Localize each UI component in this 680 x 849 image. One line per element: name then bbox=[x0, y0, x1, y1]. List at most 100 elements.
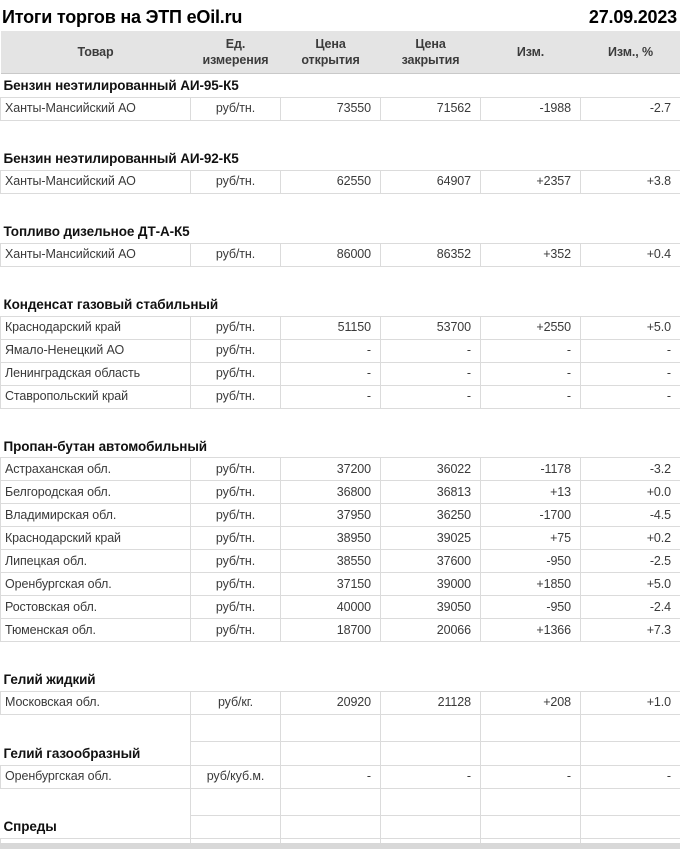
open-price-cell: 20920 bbox=[280, 691, 381, 716]
spacer-cell bbox=[191, 408, 281, 435]
spacer-cell bbox=[380, 714, 481, 742]
open-price-cell: 40000 bbox=[280, 595, 381, 620]
unit-cell: руб/тн. bbox=[190, 618, 281, 643]
change-cell: -1988 bbox=[480, 96, 581, 121]
unit-cell: руб/тн. bbox=[190, 361, 281, 386]
change-pct-cell: -4.5 bbox=[580, 503, 680, 528]
change-cell: -950 bbox=[480, 595, 581, 620]
close-price-cell: - bbox=[380, 361, 481, 386]
section-title-row: Гелий газообразный bbox=[1, 741, 680, 766]
change-pct-cell: - bbox=[580, 764, 680, 789]
change-cell: - bbox=[480, 361, 581, 386]
spacer-cell bbox=[481, 193, 581, 220]
section-title-filler-cell bbox=[480, 741, 581, 766]
unit-cell: руб/тн. bbox=[190, 595, 281, 620]
close-price-cell: 36022 bbox=[380, 457, 481, 482]
spacer-cell bbox=[481, 120, 581, 147]
spacer-cell bbox=[281, 120, 381, 147]
close-price-cell: 71562 bbox=[380, 96, 481, 121]
change-pct-cell: +1.0 bbox=[580, 691, 680, 716]
close-price-cell: 20066 bbox=[380, 618, 481, 643]
change-pct-cell: +3.8 bbox=[580, 169, 680, 194]
spacer-cell bbox=[581, 266, 680, 293]
close-price-cell: 36250 bbox=[380, 503, 481, 528]
close-price-cell: 21128 bbox=[380, 691, 481, 716]
change-pct-cell: -2.5 bbox=[580, 549, 680, 574]
data-row: Оренбургская обл. руб/куб.м. - - - - bbox=[0, 764, 680, 789]
product-cell: Московская обл. bbox=[0, 691, 191, 716]
open-price-cell: 38950 bbox=[280, 526, 381, 551]
results-table-body: Бензин неэтилированный АИ-95-К5 Ханты-Ман… bbox=[0, 74, 680, 849]
product-cell: Тюменская обл. bbox=[0, 618, 191, 643]
change-pct-cell: +7.3 bbox=[580, 618, 680, 643]
col-header-product: Товар bbox=[0, 31, 191, 74]
spacer-cell bbox=[480, 788, 581, 816]
section-spacer-row bbox=[1, 408, 680, 435]
section-title-filler-cell bbox=[280, 814, 381, 839]
product-cell: Оренбургская обл. bbox=[0, 572, 191, 597]
results-table: Товар Ед. измерения Цена открытия Цена з… bbox=[0, 31, 680, 849]
column-header-row: Товар Ед. измерения Цена открытия Цена з… bbox=[0, 31, 680, 74]
spacer-cell bbox=[280, 788, 381, 816]
section-title: Спреды bbox=[3, 819, 57, 835]
section-spacer-row bbox=[1, 120, 680, 147]
open-price-cell: 86000 bbox=[280, 242, 381, 267]
spacer-cell bbox=[381, 193, 481, 220]
spacer-cell bbox=[191, 120, 281, 147]
spacer-cell bbox=[580, 788, 680, 816]
open-price-cell: 36800 bbox=[280, 480, 381, 505]
product-cell: Белгородская обл. bbox=[0, 480, 191, 505]
spacer-cell bbox=[381, 642, 481, 669]
col-header-change: Изм. bbox=[480, 31, 581, 74]
change-cell: +2357 bbox=[480, 169, 581, 194]
spacer-cell bbox=[191, 193, 281, 220]
unit-cell: руб/тн. bbox=[190, 384, 281, 409]
section-title-row: Бензин неэтилированный АИ-92-К5 bbox=[1, 147, 680, 170]
section-spacer-row bbox=[1, 266, 680, 293]
unit-cell: руб/тн. bbox=[190, 315, 281, 340]
section-title: Топливо дизельное ДТ-А-К5 bbox=[3, 223, 190, 239]
spacer-cell bbox=[281, 193, 381, 220]
section-spacer-row bbox=[1, 193, 680, 220]
data-row: Ханты-Мансийский АО руб/тн. 86000 86352 +352… bbox=[0, 242, 680, 267]
spacer-cell bbox=[380, 788, 481, 816]
open-price-cell: 73550 bbox=[280, 96, 381, 121]
change-cell: - bbox=[480, 338, 581, 363]
horizontal-scrollbar[interactable] bbox=[0, 843, 680, 849]
section-title-filler-cell bbox=[380, 741, 481, 766]
open-price-cell: 37150 bbox=[280, 572, 381, 597]
unit-cell: руб/тн. bbox=[190, 526, 281, 551]
section-title: Бензин неэтилированный АИ-95-К5 bbox=[3, 78, 239, 93]
section-title-filler-cell bbox=[580, 741, 680, 766]
product-cell: Липецкая обл. bbox=[0, 549, 191, 574]
section-title-filler-cell bbox=[190, 741, 281, 766]
product-cell: Краснодарский край bbox=[0, 315, 191, 340]
change-cell: +1850 bbox=[480, 572, 581, 597]
spacer-cell bbox=[1, 193, 191, 220]
data-row: Ямало-Ненецкий АО руб/тн. - - - - bbox=[0, 338, 680, 363]
close-price-cell: - bbox=[380, 764, 481, 789]
section-title-filler-cell bbox=[380, 814, 481, 839]
data-row: Московская обл. руб/кг. 20920 21128 +208 +1.0 bbox=[0, 691, 680, 716]
change-cell: +2550 bbox=[480, 315, 581, 340]
spacer-cell bbox=[191, 266, 281, 293]
change-pct-cell: +5.0 bbox=[580, 315, 680, 340]
change-pct-cell: - bbox=[580, 338, 680, 363]
product-cell: Ставропольский край bbox=[0, 384, 191, 409]
change-pct-cell: - bbox=[580, 361, 680, 386]
close-price-cell: - bbox=[380, 338, 481, 363]
data-row: Оренбургская обл. руб/тн. 37150 39000 +1850 +… bbox=[0, 572, 680, 597]
change-cell: - bbox=[480, 384, 581, 409]
section-title: Гелий жидкий bbox=[3, 672, 96, 688]
change-pct-cell: +0.0 bbox=[580, 480, 680, 505]
close-price-cell: 36813 bbox=[380, 480, 481, 505]
change-cell: -1178 bbox=[480, 457, 581, 482]
section-title-row: Бензин неэтилированный АИ-95-К5 bbox=[1, 74, 680, 98]
change-cell: - bbox=[480, 764, 581, 789]
section-title: Бензин неэтилированный АИ-92-К5 bbox=[3, 150, 239, 166]
spacer-cell bbox=[190, 788, 281, 816]
open-price-cell: - bbox=[280, 361, 381, 386]
open-price-cell: - bbox=[280, 764, 381, 789]
open-price-cell: 18700 bbox=[280, 618, 381, 643]
